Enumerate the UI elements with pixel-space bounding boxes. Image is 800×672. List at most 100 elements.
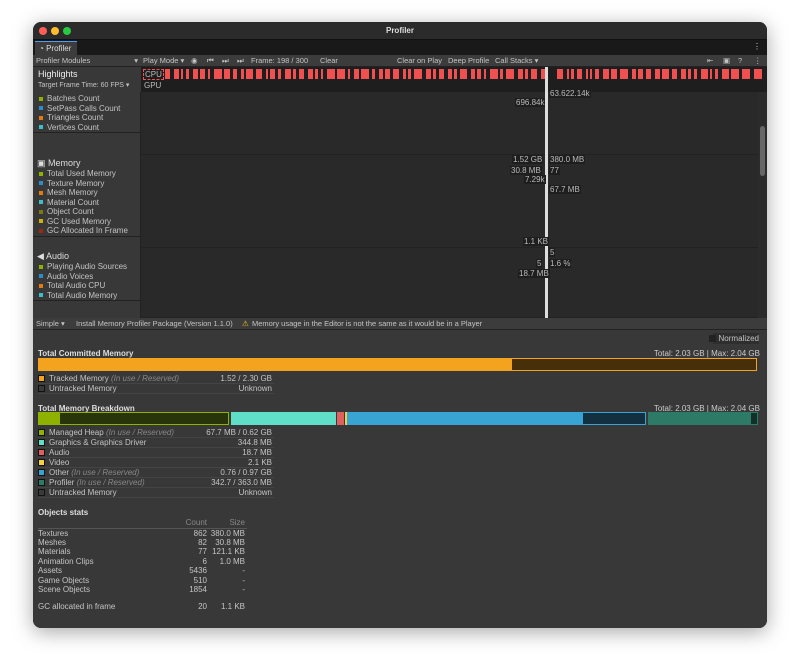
module-rendering[interactable]: Batches Count SetPass Calls Count Triangle… xyxy=(33,92,141,133)
scrollbar[interactable] xyxy=(758,92,767,318)
cpu-frame-bar xyxy=(620,69,628,79)
module-legend-item[interactable]: SetPass Calls Count xyxy=(33,104,141,114)
cpu-frame-bar xyxy=(372,69,375,79)
legend-swatch xyxy=(39,171,43,176)
chart-value-label: 77 xyxy=(549,166,560,175)
module-legend-item[interactable]: Triangles Count xyxy=(33,113,141,123)
save-icon[interactable]: ▣ xyxy=(723,56,731,65)
module-legend-item[interactable]: Total Used Memory xyxy=(33,169,141,179)
normalized-toggle[interactable]: Normalized xyxy=(709,333,759,344)
gpu-label: GPU xyxy=(143,81,163,90)
menu-icon[interactable]: ⋮ xyxy=(754,56,762,65)
object-stat-row: Assets 5436- xyxy=(38,566,245,575)
committed-bar[interactable] xyxy=(38,358,757,371)
module-legend-item[interactable]: Mesh Memory xyxy=(33,188,141,198)
call-stacks-dropdown[interactable]: Call Stacks ▾ xyxy=(495,56,539,65)
memory-row: Audio 18.7 MB xyxy=(38,448,274,458)
cpu-frame-bar xyxy=(285,69,291,79)
clear-button[interactable]: Clear xyxy=(320,56,338,65)
cpu-frame-bar xyxy=(270,69,275,79)
play-mode-dropdown[interactable]: Play Mode ▾ xyxy=(143,56,185,65)
module-memory[interactable]: ▣ Memory Total Used Memory Texture Memory M… xyxy=(33,155,141,237)
memory-chip-icon: ▣ xyxy=(37,158,49,168)
view-mode-dropdown[interactable]: Simple ▾ xyxy=(36,319,65,328)
module-title: ▣ Memory xyxy=(37,158,81,168)
cpu-frame-bar xyxy=(681,69,686,79)
module-legend-item[interactable]: Audio Voices xyxy=(33,272,141,282)
next-frame-icon[interactable]: ⏭ xyxy=(222,56,229,65)
clear-on-play-button[interactable]: Clear on Play xyxy=(397,56,443,65)
cpu-frame-bar xyxy=(742,69,750,79)
chart-value-label: 30.8 MB xyxy=(510,166,542,175)
close-button[interactable] xyxy=(39,27,47,35)
cpu-frame-bar xyxy=(500,69,503,79)
previous-frame-icon[interactable]: ⏮ xyxy=(207,56,214,65)
cpu-frame-bar xyxy=(414,69,422,79)
warning-icon: ⚠ xyxy=(242,319,249,328)
frame-cursor[interactable] xyxy=(545,67,548,318)
module-legend-item[interactable]: Material Count xyxy=(33,198,141,208)
profiler-window: Profiler ◔ Profiler ⋮ Profiler Modules ▾ … xyxy=(33,22,767,628)
more-options-icon[interactable]: ⋮ xyxy=(753,42,761,51)
module-legend-item[interactable]: GC Used Memory xyxy=(33,217,141,227)
cpu-frame-bar xyxy=(577,69,582,79)
current-frame-icon[interactable]: ⏭ xyxy=(237,56,244,65)
cpu-frame-bar xyxy=(354,69,359,79)
cpu-frame-bar xyxy=(541,69,545,79)
module-legend-item[interactable]: Total Audio Memory xyxy=(33,291,141,301)
deep-profile-button[interactable]: Deep Profile xyxy=(448,56,490,65)
audio-chart[interactable] xyxy=(141,248,758,318)
managed-heap-bar[interactable] xyxy=(38,412,229,425)
tab-profiler[interactable]: ◔ Profiler xyxy=(35,41,77,55)
cpu-frame-bar xyxy=(731,69,739,79)
profiler-modules-dropdown[interactable]: Profiler Modules ▾ xyxy=(36,56,138,65)
install-package-button[interactable]: Install Memory Profiler Package (Version… xyxy=(76,319,233,328)
cpu-frame-bar xyxy=(715,69,718,79)
cpu-highlight-bars[interactable] xyxy=(165,69,762,79)
audio-bar[interactable] xyxy=(337,412,344,425)
cpu-frame-bar xyxy=(567,69,569,79)
color-swatch xyxy=(38,489,45,497)
cpu-frame-bar xyxy=(448,69,452,79)
cpu-frame-bar xyxy=(460,69,467,79)
rendering-chart[interactable] xyxy=(141,92,758,155)
legend-swatch xyxy=(39,181,43,186)
cpu-frame-bar xyxy=(672,69,677,79)
module-legend-item[interactable]: Vertices Count xyxy=(33,123,141,133)
other-bar[interactable] xyxy=(347,412,646,425)
record-icon[interactable]: ◉ xyxy=(191,56,198,65)
cpu-frame-bar xyxy=(293,69,296,79)
module-legend-item[interactable]: GC Allocated In Frame xyxy=(33,226,141,236)
help-icon[interactable]: ? xyxy=(738,56,743,65)
cpu-frame-bar xyxy=(439,69,444,79)
chart-value-label: 380.0 MB xyxy=(549,155,586,164)
cpu-frame-bar xyxy=(246,69,253,79)
cpu-frame-bar xyxy=(321,69,323,79)
legend-swatch xyxy=(39,283,43,288)
load-icon[interactable]: ⇤ xyxy=(707,56,714,65)
object-stat-row: Animation Clips 6 1.0 MB xyxy=(38,556,245,566)
cpu-frame-bar xyxy=(165,69,170,79)
memory-row: Untracked Memory Unknown xyxy=(38,384,274,394)
legend-swatch xyxy=(39,115,43,120)
module-legend-item[interactable]: Texture Memory xyxy=(33,179,141,189)
color-swatch xyxy=(38,479,45,487)
cpu-frame-bar xyxy=(186,69,189,79)
module-legend-item[interactable]: Playing Audio Sources xyxy=(33,262,141,272)
module-legend-item[interactable]: Batches Count xyxy=(33,94,141,104)
cpu-frame-bar xyxy=(694,69,697,79)
cpu-frame-bar xyxy=(308,69,313,79)
color-swatch xyxy=(38,449,45,457)
minimize-button[interactable] xyxy=(51,27,59,35)
target-frame-dropdown[interactable]: Target Frame Time: 60 FPS ▾ xyxy=(38,82,130,89)
video-bar[interactable] xyxy=(345,412,347,425)
memory-chart[interactable] xyxy=(141,155,758,248)
zoom-button[interactable] xyxy=(63,27,71,35)
profiler-bar[interactable] xyxy=(648,412,758,425)
graphics-bar[interactable] xyxy=(231,412,336,425)
module-legend-item[interactable]: Total Audio CPU xyxy=(33,281,141,291)
object-stat-row: Game Objects 510- xyxy=(38,575,245,585)
module-audio[interactable]: ◀ Audio Playing Audio Sources Audio Voices… xyxy=(33,248,141,301)
scrollbar-thumb[interactable] xyxy=(760,126,765,176)
module-legend-item[interactable]: Object Count xyxy=(33,207,141,217)
